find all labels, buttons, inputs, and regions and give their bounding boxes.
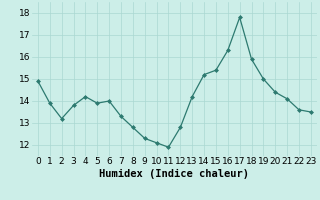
X-axis label: Humidex (Indice chaleur): Humidex (Indice chaleur)	[100, 169, 249, 179]
